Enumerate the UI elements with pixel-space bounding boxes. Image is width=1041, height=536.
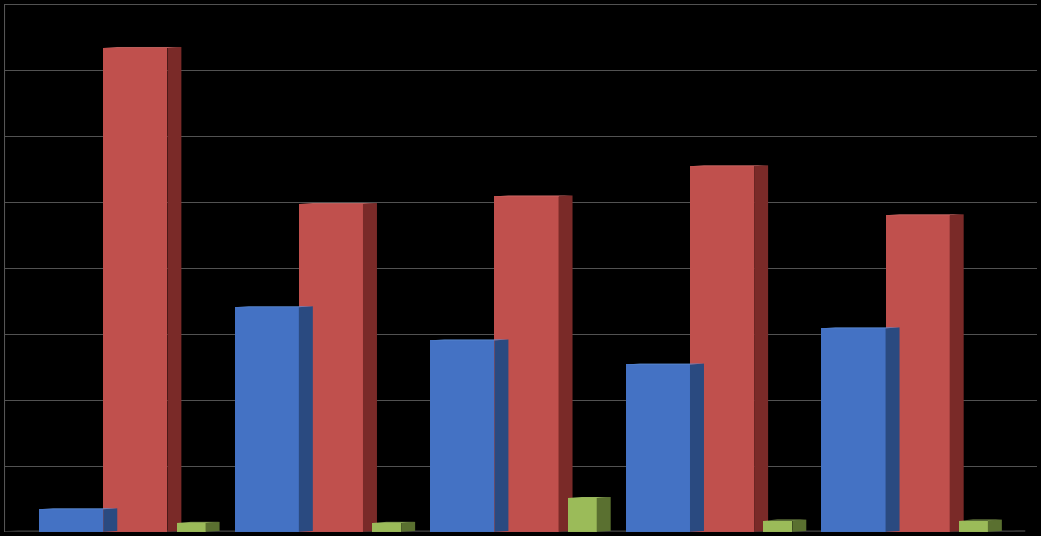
Polygon shape — [205, 522, 220, 532]
Polygon shape — [430, 340, 494, 532]
Polygon shape — [886, 215, 949, 532]
Polygon shape — [821, 327, 899, 329]
Polygon shape — [40, 508, 118, 509]
Polygon shape — [177, 523, 205, 532]
Polygon shape — [4, 531, 1025, 532]
Polygon shape — [177, 522, 220, 523]
Polygon shape — [959, 520, 988, 532]
Polygon shape — [40, 509, 103, 532]
Polygon shape — [626, 363, 704, 364]
Polygon shape — [959, 519, 1001, 520]
Polygon shape — [690, 165, 768, 166]
Polygon shape — [234, 306, 313, 307]
Polygon shape — [988, 519, 1001, 532]
Polygon shape — [103, 47, 181, 48]
Polygon shape — [299, 204, 363, 532]
Polygon shape — [494, 339, 508, 532]
Polygon shape — [401, 522, 415, 532]
Polygon shape — [373, 522, 415, 523]
Polygon shape — [103, 508, 118, 532]
Polygon shape — [299, 203, 377, 204]
Polygon shape — [234, 307, 299, 532]
Polygon shape — [559, 196, 573, 532]
Polygon shape — [103, 48, 168, 532]
Polygon shape — [763, 520, 792, 532]
Polygon shape — [567, 497, 611, 498]
Polygon shape — [690, 363, 704, 532]
Polygon shape — [363, 203, 377, 532]
Polygon shape — [821, 329, 886, 532]
Polygon shape — [690, 166, 754, 532]
Polygon shape — [626, 364, 690, 532]
Polygon shape — [168, 47, 181, 532]
Polygon shape — [792, 519, 807, 532]
Polygon shape — [763, 519, 807, 520]
Polygon shape — [596, 497, 611, 532]
Polygon shape — [886, 327, 899, 532]
Polygon shape — [754, 165, 768, 532]
Polygon shape — [373, 523, 401, 532]
Polygon shape — [567, 498, 596, 532]
Polygon shape — [494, 196, 559, 532]
Polygon shape — [430, 339, 508, 340]
Polygon shape — [299, 306, 313, 532]
Polygon shape — [886, 214, 964, 215]
Polygon shape — [949, 214, 964, 532]
